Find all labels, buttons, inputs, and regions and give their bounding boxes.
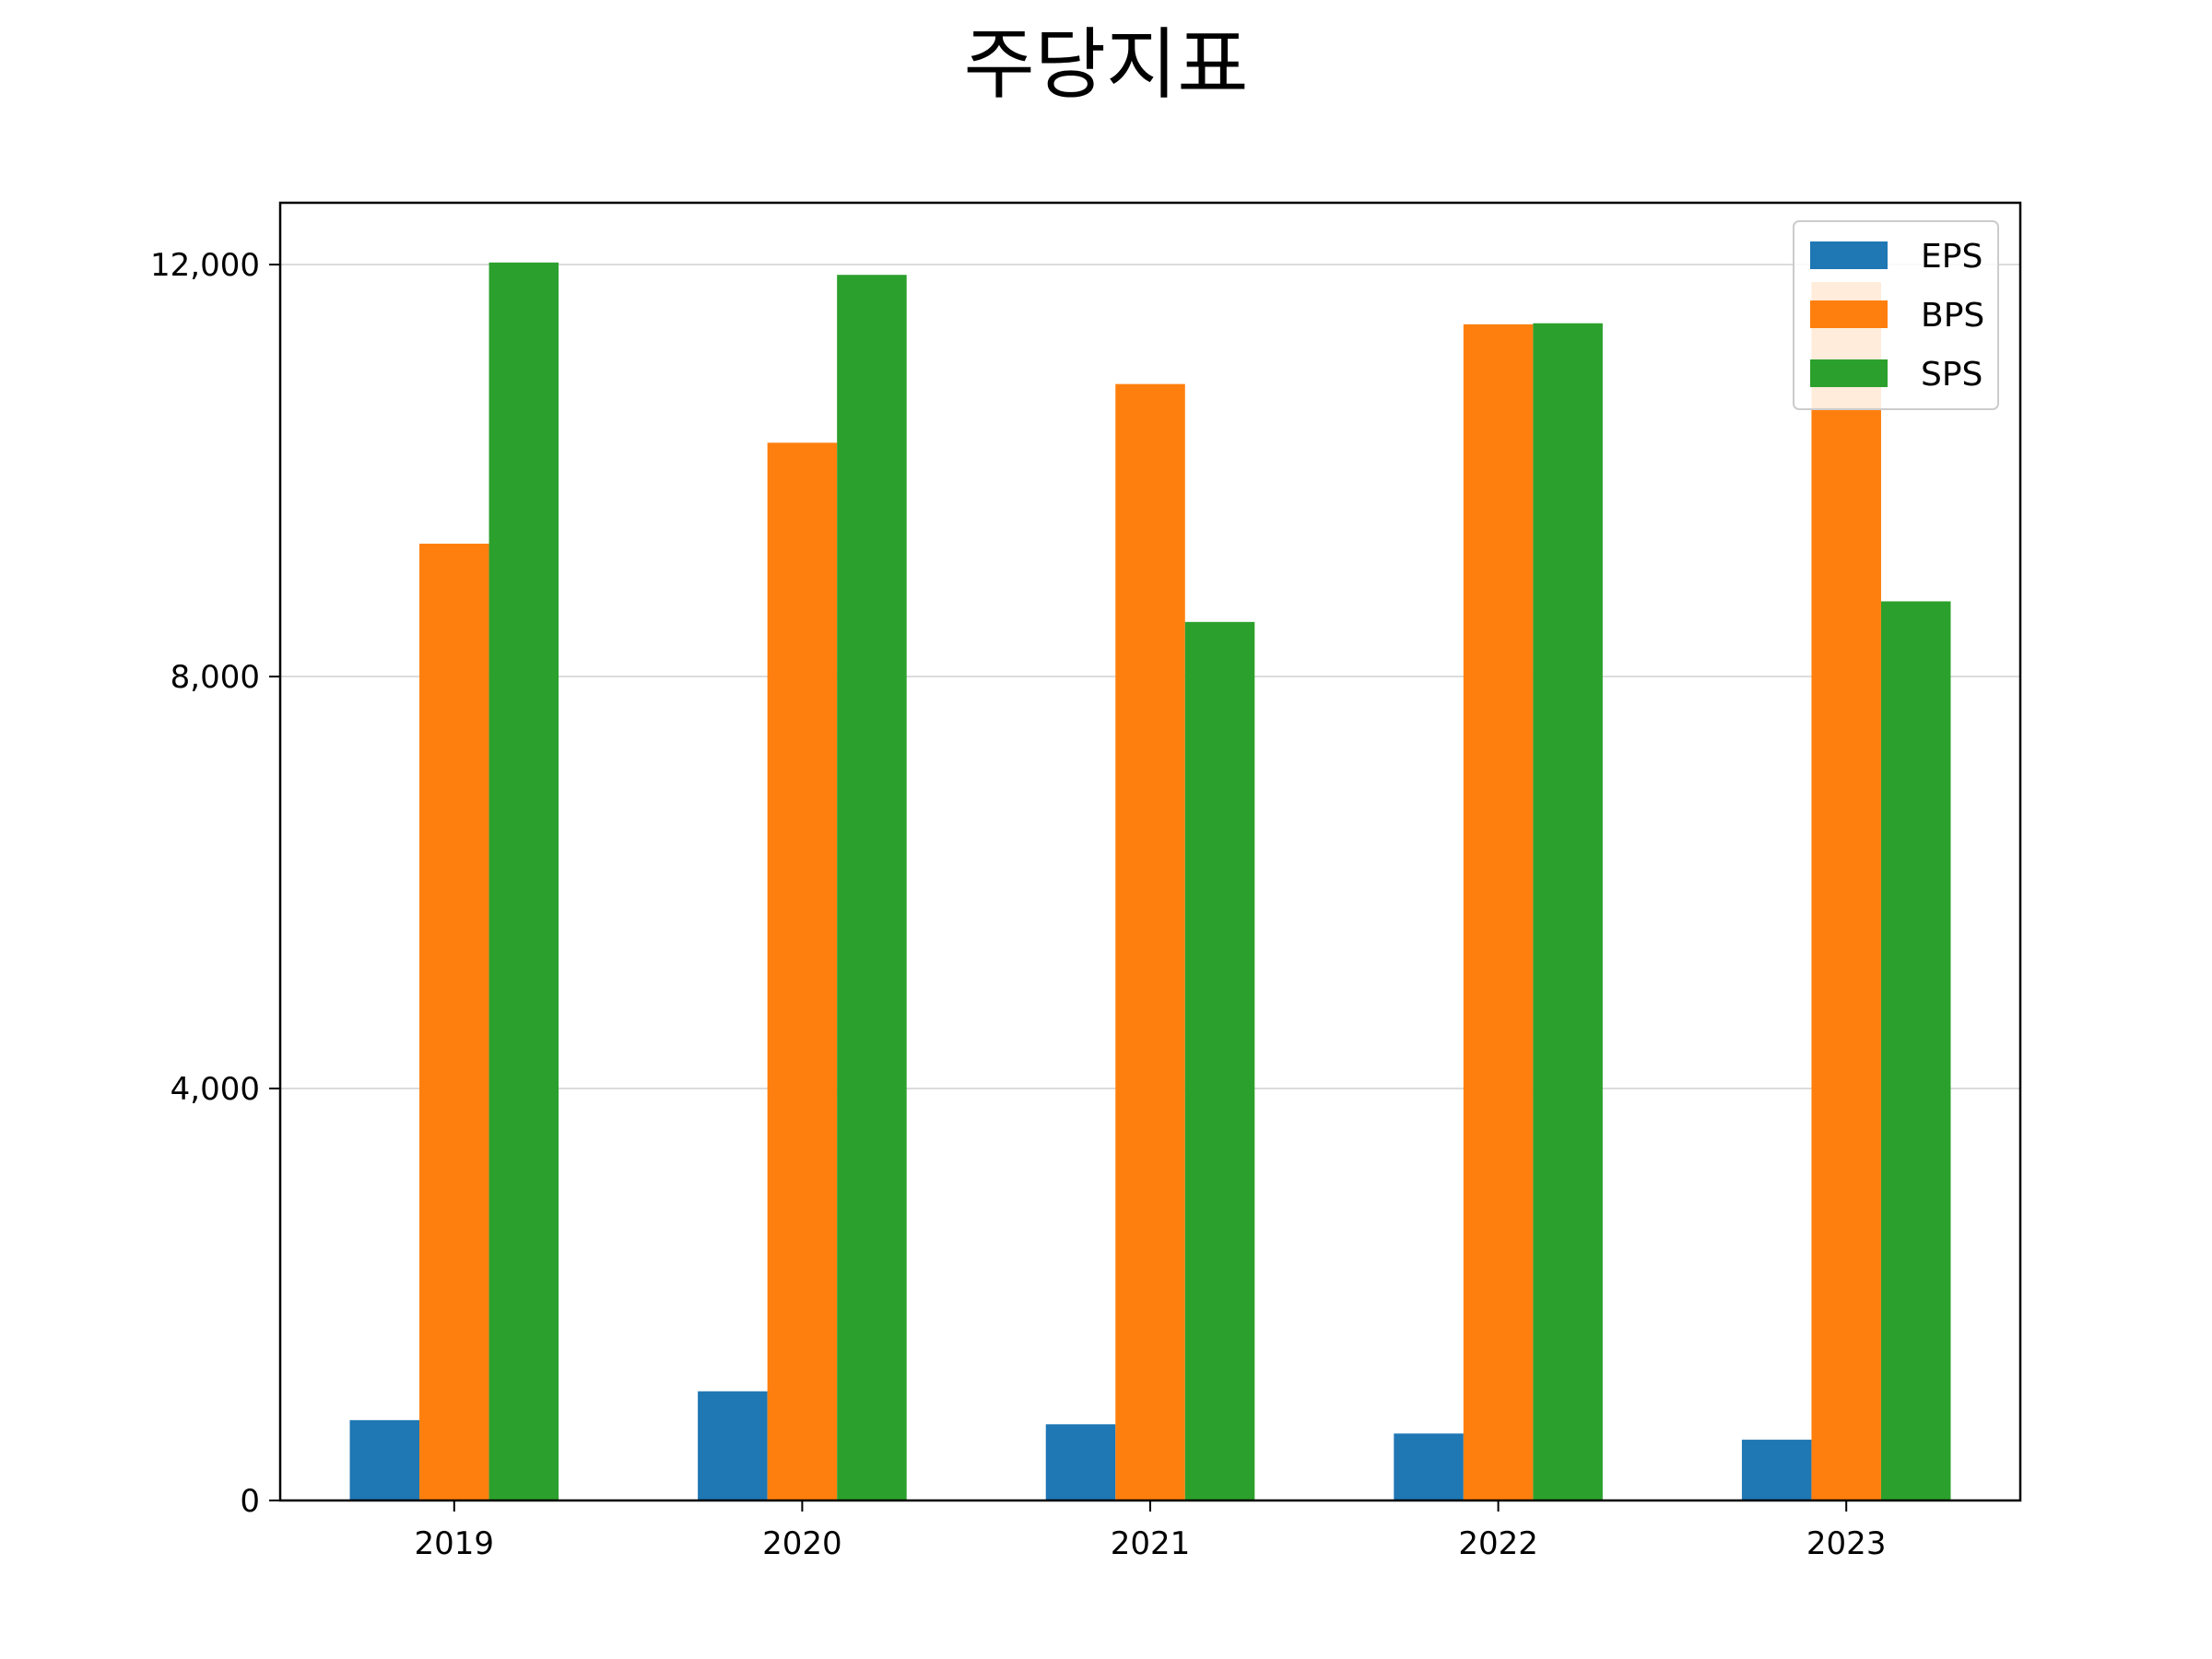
x-tick-label: 2021 (1111, 1525, 1191, 1562)
y-tick-label: 4,000 (171, 1071, 260, 1108)
bar-sps-2019 (488, 262, 559, 1500)
bar-eps-2022 (1394, 1433, 1464, 1500)
bar-bps-2023 (1811, 282, 1881, 1500)
y-tick-label: 0 (240, 1483, 260, 1520)
legend-swatch-bps (1810, 300, 1888, 328)
x-tick-label: 2023 (1806, 1525, 1887, 1562)
bar-bps-2020 (767, 442, 838, 1500)
legend-label-sps: SPS (1921, 356, 1983, 394)
legend-swatch-sps (1810, 359, 1888, 387)
legend-label-eps: EPS (1921, 238, 1983, 276)
chart-title: 주당지표 (963, 19, 1249, 110)
legend: EPS BPS SPS (1793, 220, 1999, 410)
y-tick-label: 12,000 (150, 247, 260, 284)
x-tick-label: 2020 (762, 1525, 842, 1562)
y-tick-label: 8,000 (171, 659, 260, 696)
axes: 0 4,000 8,000 12,000 2019 2020 2021 2022 2023 (150, 201, 2022, 1562)
bar-eps-2023 (1741, 1440, 1812, 1500)
bar-sps-2022 (1533, 323, 1603, 1500)
x-tick-label: 2019 (415, 1525, 495, 1562)
bars (349, 262, 1951, 1501)
legend-swatch-eps (1810, 241, 1888, 269)
x-tick-label: 2022 (1458, 1525, 1538, 1562)
bar-bps-2021 (1115, 383, 1185, 1501)
bar-sps-2021 (1184, 621, 1255, 1500)
bar-sps-2020 (837, 275, 907, 1501)
bar-bps-2019 (419, 543, 489, 1500)
bar-eps-2020 (698, 1391, 768, 1500)
bar-sps-2023 (1880, 601, 1951, 1500)
bar-bps-2022 (1463, 324, 1534, 1500)
plot-frame (278, 201, 2022, 1502)
bar-eps-2019 (349, 1419, 420, 1500)
bar-eps-2021 (1045, 1424, 1116, 1500)
legend-label-bps: BPS (1921, 297, 1984, 335)
